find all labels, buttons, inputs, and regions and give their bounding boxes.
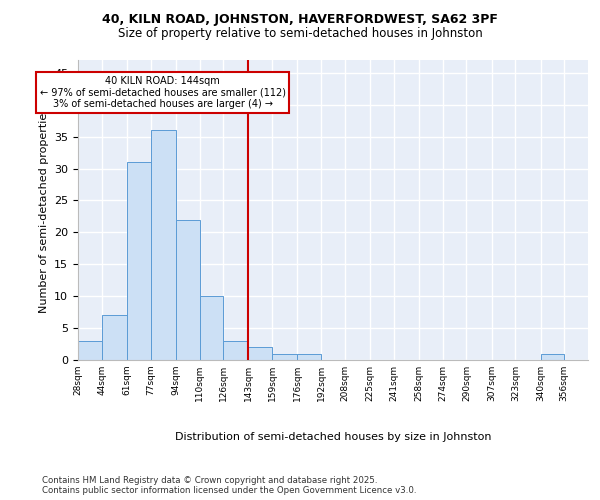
Text: 40, KILN ROAD, JOHNSTON, HAVERFORDWEST, SA62 3PF: 40, KILN ROAD, JOHNSTON, HAVERFORDWEST, … <box>102 12 498 26</box>
Text: Distribution of semi-detached houses by size in Johnston: Distribution of semi-detached houses by … <box>175 432 491 442</box>
Bar <box>176 220 200 360</box>
Text: 40 KILN ROAD: 144sqm
← 97% of semi-detached houses are smaller (112)
3% of semi-: 40 KILN ROAD: 144sqm ← 97% of semi-detac… <box>40 76 286 109</box>
Bar <box>248 347 272 360</box>
Bar <box>272 354 298 360</box>
Bar <box>223 341 248 360</box>
Bar <box>151 130 176 360</box>
Text: Size of property relative to semi-detached houses in Johnston: Size of property relative to semi-detach… <box>118 28 482 40</box>
Text: Contains HM Land Registry data © Crown copyright and database right 2025.
Contai: Contains HM Land Registry data © Crown c… <box>42 476 416 495</box>
Bar <box>127 162 151 360</box>
Bar <box>200 296 223 360</box>
Bar <box>298 354 321 360</box>
Bar <box>541 354 564 360</box>
Bar <box>78 341 102 360</box>
Bar <box>102 316 127 360</box>
Y-axis label: Number of semi-detached properties: Number of semi-detached properties <box>38 107 49 313</box>
